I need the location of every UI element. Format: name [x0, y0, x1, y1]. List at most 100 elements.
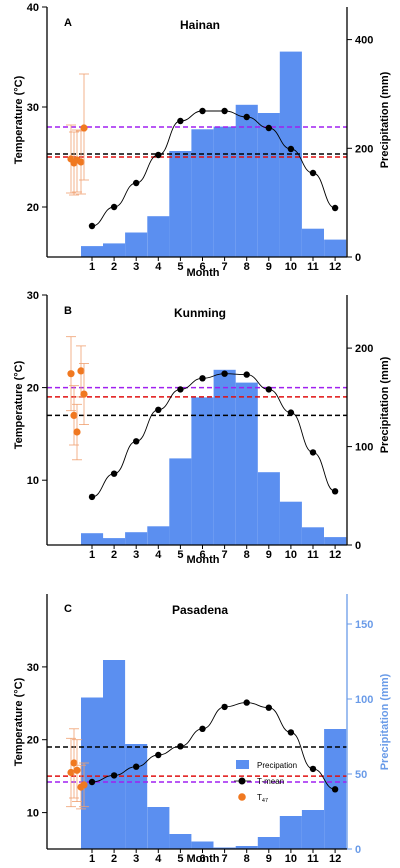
precip-bar — [125, 532, 148, 545]
panel-letter: C — [64, 603, 72, 615]
x-tick-label: 5 — [177, 853, 183, 865]
precip-bar — [301, 810, 324, 849]
tmean-point — [133, 179, 140, 187]
precip-bar — [213, 126, 236, 257]
precip-bar — [169, 834, 192, 849]
tmean-point — [287, 729, 295, 736]
y-left-tick-label: 20 — [27, 202, 39, 214]
t47-point — [80, 390, 88, 398]
tmean-point — [243, 699, 250, 706]
tmean-point — [265, 704, 272, 711]
tmean-point — [287, 145, 295, 153]
x-tick-label: 10 — [285, 261, 297, 273]
precip-bar — [191, 841, 214, 849]
y-left-tick-label: 30 — [27, 290, 39, 302]
y-right-tick-label: 150 — [355, 619, 373, 631]
tmean-line — [91, 373, 336, 498]
tmean-point — [110, 203, 118, 211]
y-left-tick-label: 20 — [27, 383, 39, 395]
x-tick-label: 6 — [199, 261, 205, 273]
y-right-tick-label: 100 — [355, 442, 373, 454]
precip-bar — [81, 533, 104, 545]
precip-bar — [147, 216, 170, 257]
tmean-point — [243, 113, 250, 121]
precip-bar — [103, 243, 126, 257]
tmean-point — [133, 763, 140, 770]
t47-point — [70, 411, 78, 419]
precip-bar — [279, 501, 302, 545]
precip-bar — [235, 846, 258, 849]
tmean-point — [309, 765, 317, 773]
tmean-point — [177, 117, 184, 125]
precip-bar — [257, 113, 280, 257]
x-tick-label: 11 — [307, 261, 319, 273]
x-tick-label: 3 — [133, 853, 139, 865]
tmean-point — [309, 169, 317, 177]
legend-precip-label: Precipation — [257, 761, 297, 770]
x-tick-label: 1 — [89, 853, 95, 865]
precip-bar — [301, 228, 324, 257]
t47-point — [80, 124, 88, 132]
precip-bar — [257, 837, 280, 849]
x-tick-label: 5 — [177, 549, 183, 561]
legend-precip-swatch — [236, 760, 249, 769]
panel-letter: A — [64, 17, 72, 29]
y-left-tick-label: 20 — [27, 735, 39, 747]
tmean-point — [331, 488, 339, 495]
precip-bar — [301, 527, 324, 545]
tmean-point — [133, 438, 140, 445]
precip-bar — [191, 397, 214, 545]
tmean-point — [331, 204, 339, 212]
tmean-point — [88, 493, 96, 501]
t47-point — [77, 367, 85, 375]
x-tick-label: 8 — [244, 853, 250, 865]
legend-t47-marker — [238, 793, 246, 801]
y-right-tick-label: 200 — [355, 343, 373, 355]
tmean-point — [243, 371, 250, 378]
legend-t47-label: T47 — [257, 793, 268, 804]
precip-bar — [147, 526, 170, 545]
tmean-point — [309, 449, 317, 456]
x-tick-label: 12 — [329, 549, 341, 561]
precip-bar — [324, 239, 347, 257]
x-tick-label: 11 — [307, 549, 319, 561]
tmean-point — [331, 786, 339, 793]
x-tick-label: 2 — [111, 261, 117, 273]
x-tick-label: 8 — [244, 261, 250, 273]
x-axis-label: Month — [187, 853, 220, 865]
precip-bar — [279, 816, 302, 849]
precip-bar — [125, 744, 148, 849]
t47-point — [67, 370, 75, 378]
precip-bar — [125, 232, 148, 257]
x-axis-label: Month — [187, 554, 220, 566]
precip-bars — [81, 369, 347, 545]
panel-title: Hainan — [180, 18, 220, 32]
precip-bar — [324, 537, 347, 545]
y-axis-right-label: Precipitation (mm) — [379, 356, 391, 453]
tmean-point — [221, 370, 228, 377]
tmean-point — [199, 375, 206, 382]
x-tick-label: 2 — [111, 853, 117, 865]
precip-bar — [169, 458, 192, 545]
y-left-tick-label: 30 — [27, 102, 39, 114]
x-tick-label: 4 — [155, 261, 162, 273]
precip-bar — [103, 538, 126, 545]
x-tick-label: 9 — [266, 853, 272, 865]
precip-bar — [81, 697, 104, 849]
y-right-tick-label: 0 — [355, 844, 361, 856]
tmean-point — [177, 386, 184, 393]
y-left-tick-label: 10 — [27, 475, 39, 487]
precip-bar — [235, 104, 258, 257]
tmean-point — [287, 409, 295, 416]
panel-title: Kunming — [174, 306, 226, 320]
x-tick-label: 6 — [199, 853, 205, 865]
t47-point — [73, 766, 81, 774]
t47-point — [73, 428, 81, 436]
legend-tmean-label: T-mean — [257, 777, 284, 786]
t47-point — [67, 768, 75, 777]
x-tick-label: 7 — [222, 261, 228, 273]
